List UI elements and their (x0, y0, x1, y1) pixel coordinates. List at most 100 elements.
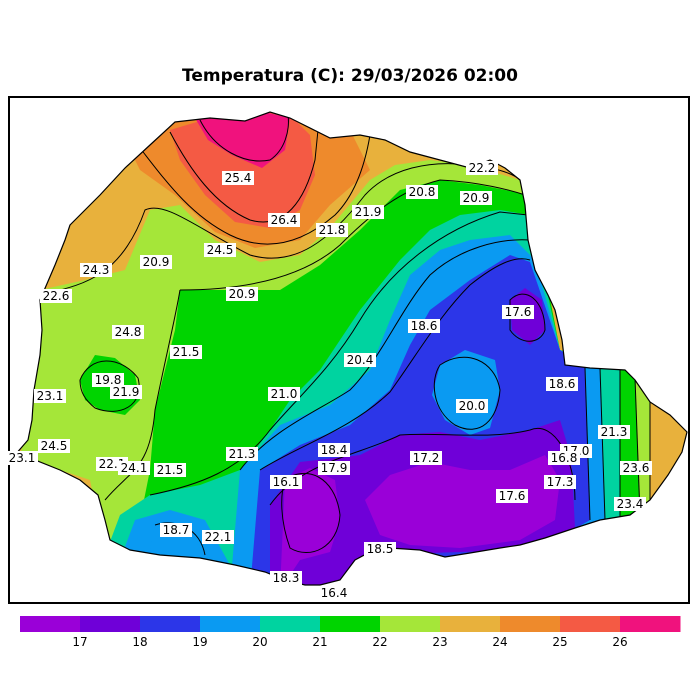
value-label-text: 18.6 (549, 377, 576, 391)
value-label-bg (112, 325, 144, 339)
value-label-bg (226, 447, 258, 461)
value-label-text: 24.8 (115, 325, 142, 339)
value-label-text: 20.4 (347, 353, 374, 367)
colorbar-swatch (320, 616, 381, 632)
band-below-17 (280, 455, 560, 585)
value-label: 21.3 (226, 447, 258, 461)
value-label-bg (222, 171, 254, 185)
colorbar-swatch (560, 616, 621, 632)
value-label-bg (268, 387, 300, 401)
value-label-bg (364, 542, 396, 556)
value-label-bg (344, 353, 376, 367)
colorbar-swatch (260, 616, 321, 632)
value-label-text: 26.4 (271, 213, 298, 227)
value-label-bg (40, 289, 72, 303)
value-label: 17.9 (318, 461, 350, 475)
value-label-bg (406, 185, 438, 199)
value-label: 17.3 (544, 475, 576, 489)
value-label-text: 22.2 (469, 161, 496, 175)
value-label-bg (226, 287, 258, 301)
value-label-bg (270, 475, 302, 489)
value-label: 21.5 (170, 345, 202, 359)
value-label: 18.6 (408, 319, 440, 333)
value-label-bg (544, 475, 576, 489)
value-label: 20.4 (344, 353, 376, 367)
value-label-text: 17.3 (547, 475, 574, 489)
colorbar-tick-label: 20 (252, 635, 267, 649)
band-19-20-east (585, 368, 605, 520)
value-label: 21.9 (352, 205, 384, 219)
colorbar-swatch (20, 616, 81, 632)
band-23-24-east (650, 400, 687, 510)
value-label: 21.8 (316, 223, 348, 237)
value-label: 16.4 (318, 586, 350, 600)
value-label: 17.6 (496, 489, 528, 503)
value-label-text: 17.6 (499, 489, 526, 503)
value-labels: 25.4 22.2 20.8 20.9 26.4 21.9 21.8 24.5 20.9 24.3… (6, 161, 652, 600)
value-label: 21.9 (110, 385, 142, 399)
band-21-22-east (620, 370, 640, 518)
value-label-text: 21.5 (157, 463, 184, 477)
value-label-text: 21.9 (355, 205, 382, 219)
colorbar-swatch (80, 616, 141, 632)
value-label-text: 19.8 (95, 373, 122, 387)
value-label-bg (160, 523, 192, 537)
contour-line (259, 258, 531, 471)
colorbar-tick-label: 22 (372, 635, 387, 649)
value-label: 18.6 (546, 377, 578, 391)
value-label: 21.5 (154, 463, 186, 477)
value-label-bg (548, 451, 580, 465)
value-label: 24.5 (38, 439, 70, 453)
value-label: 25.4 (222, 171, 254, 185)
value-label-bg (270, 571, 302, 585)
value-label-bg (140, 255, 172, 269)
value-label-bg (154, 463, 186, 477)
value-label-bg (34, 389, 66, 403)
value-label: 17.6 (502, 305, 534, 319)
value-label-text: 16.8 (551, 451, 578, 465)
colorbar-tick-label: 25 (552, 635, 567, 649)
value-label-bg (110, 385, 142, 399)
colorbar-tick-label: 24 (492, 635, 507, 649)
colorbar-tick-label: 18 (132, 635, 147, 649)
value-label-bg (118, 461, 150, 475)
value-label: 20.9 (460, 191, 492, 205)
value-label: 17.2 (410, 451, 442, 465)
value-label-text: 20.9 (143, 255, 170, 269)
value-label: 22.1 (202, 530, 234, 544)
value-label-bg (318, 461, 350, 475)
colorbar-swatch (140, 616, 201, 632)
value-label: 20.9 (226, 287, 258, 301)
value-label-text: 22.1 (205, 530, 232, 544)
value-label: 20.9 (140, 255, 172, 269)
value-label-text: 23.6 (623, 461, 650, 475)
value-label-bg (170, 345, 202, 359)
value-label-bg (614, 497, 646, 511)
value-label-bg (92, 373, 124, 387)
value-label: 23.1 (34, 389, 66, 403)
contour-line (199, 114, 289, 162)
value-label-text: 24.1 (121, 461, 148, 475)
value-label: 18.5 (364, 542, 396, 556)
value-label: 26.4 (268, 213, 300, 227)
value-label-text: 24.3 (83, 263, 110, 277)
value-label-text: 18.3 (273, 571, 300, 585)
value-label-bg (496, 489, 528, 503)
value-label-bg (620, 461, 652, 475)
contour-line (239, 239, 531, 471)
contour-line (149, 211, 529, 496)
colorbar-swatch (380, 616, 441, 632)
value-label: 24.3 (80, 263, 112, 277)
value-label-bg (316, 223, 348, 237)
value-label: 18.7 (160, 523, 192, 537)
value-label-text: 18.7 (163, 523, 190, 537)
contour-line (433, 356, 501, 430)
value-label-text: 21.8 (319, 223, 346, 237)
value-label: 18.3 (270, 571, 302, 585)
value-label-text: 20.9 (229, 287, 256, 301)
value-label-text: 23.1 (37, 389, 64, 403)
value-label-text: 21.3 (601, 425, 628, 439)
colorbar-tick-label: 26 (612, 635, 627, 649)
value-label-bg (6, 451, 38, 465)
